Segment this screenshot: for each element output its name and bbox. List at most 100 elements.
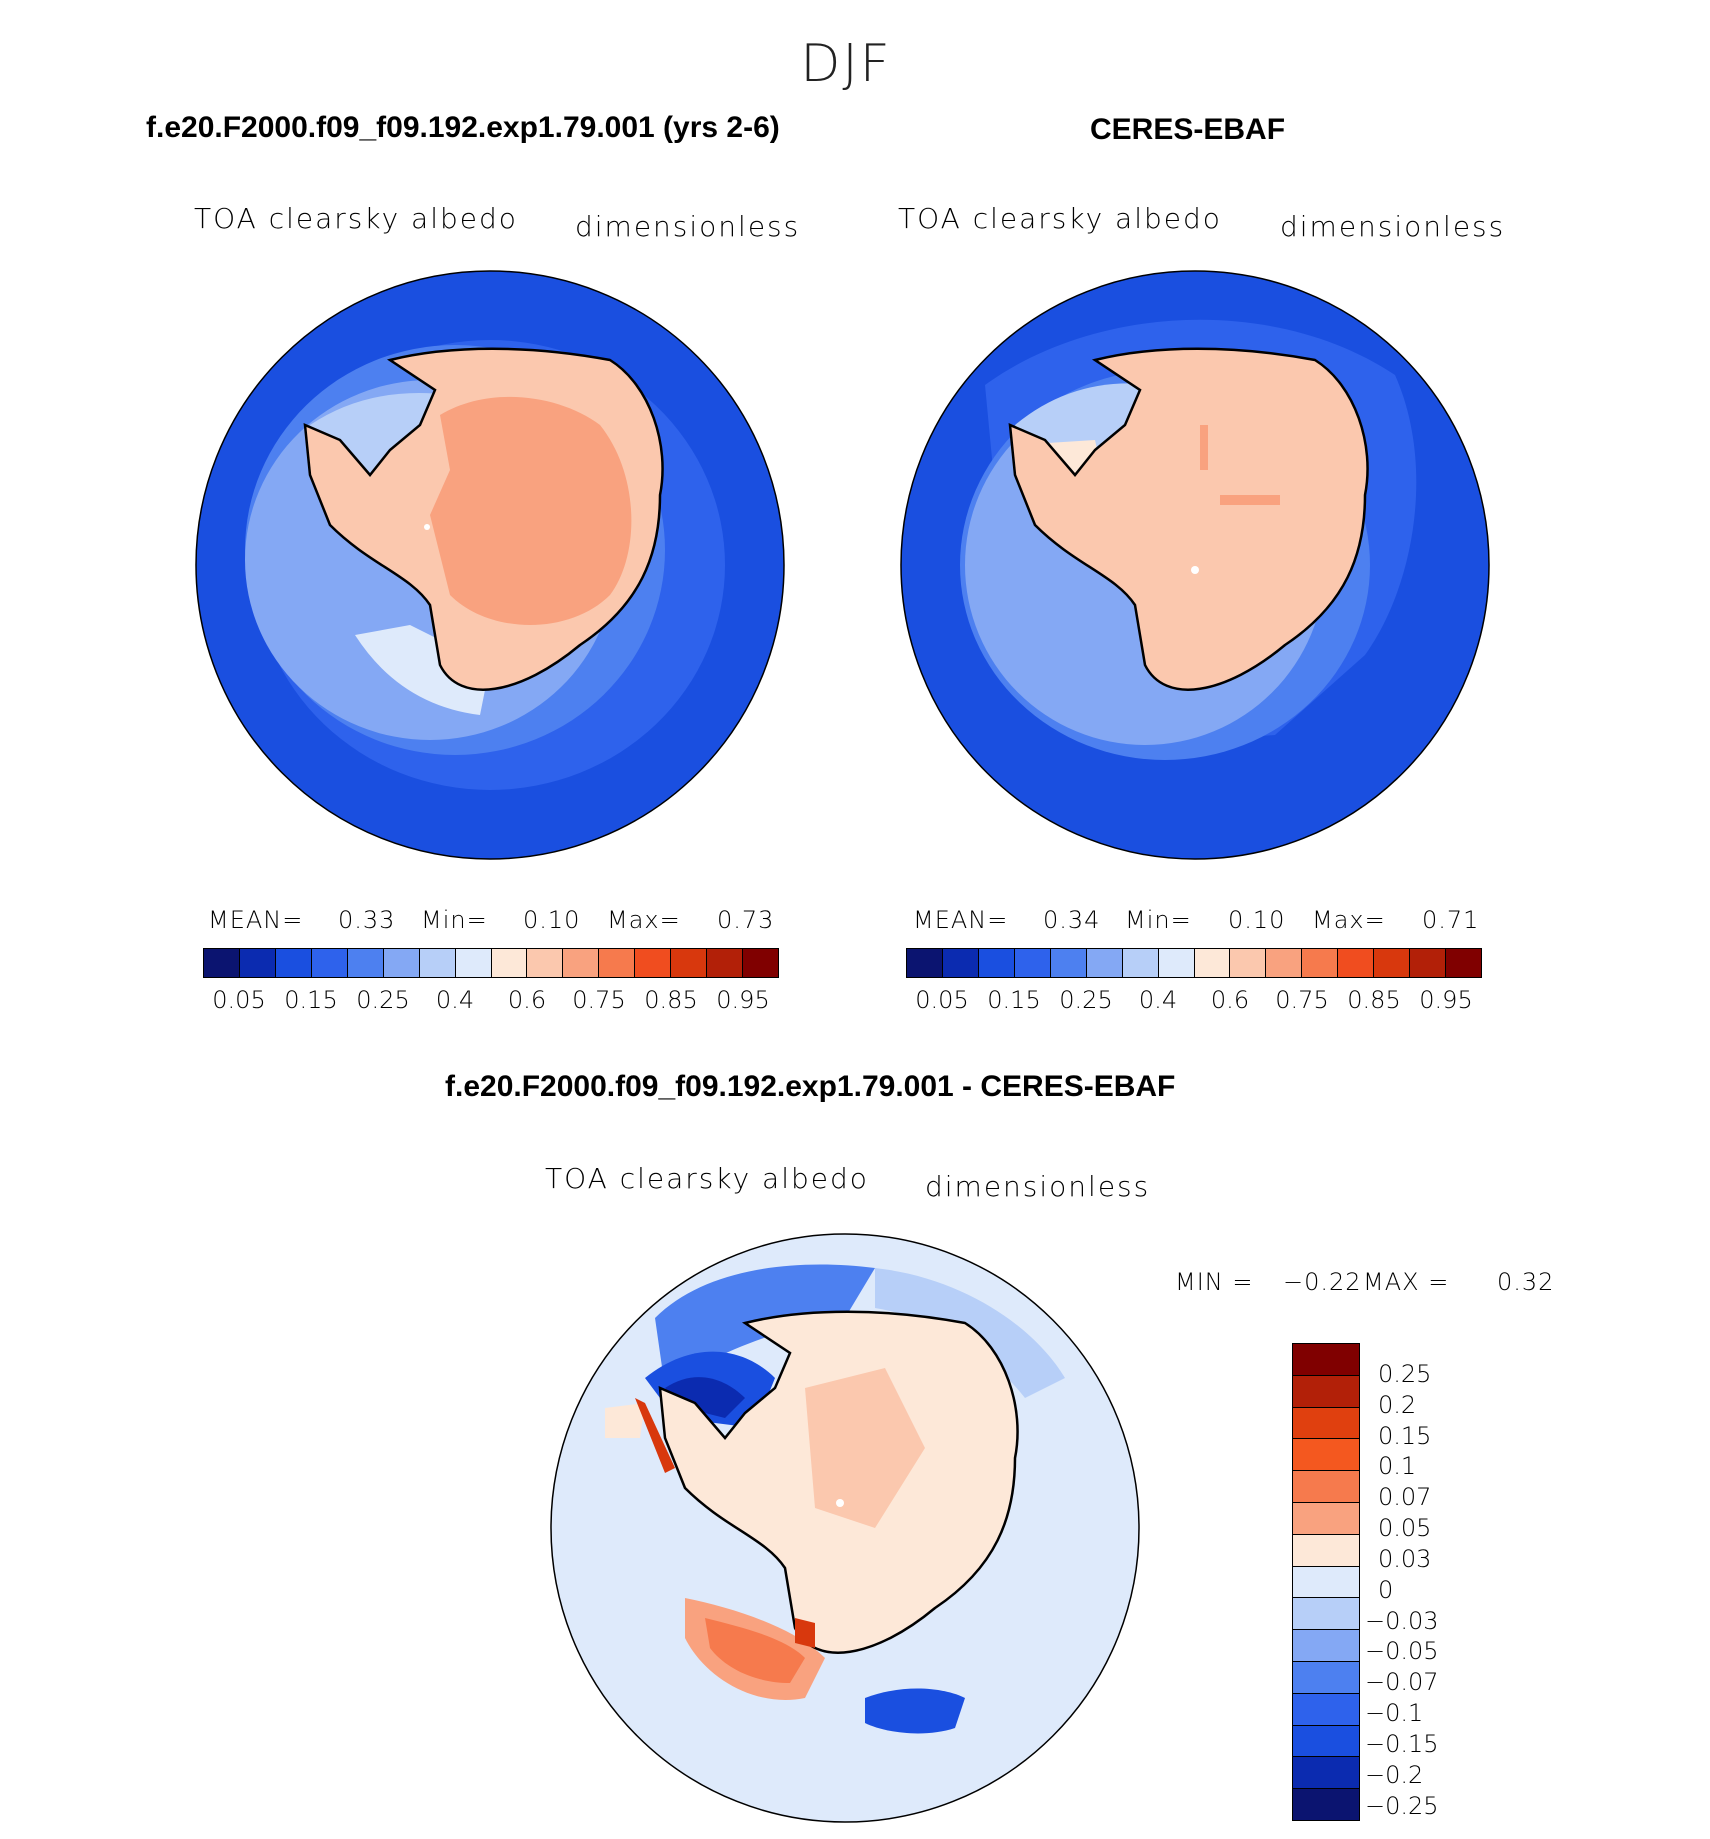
panel1-title: f.e20.F2000.f09_f09.192.exp1.79.001 (yrs…: [146, 111, 780, 144]
panel2-max-value: 0.71: [1422, 906, 1480, 934]
panel1-colorbar-swatch: [599, 949, 636, 977]
panel2-colorbar-swatch: [1410, 949, 1447, 977]
panel2-colorbar-tick-label: 0.25: [1059, 986, 1113, 1014]
panel3-colorbar-tick-label: −0.05: [1365, 1637, 1439, 1666]
season-title: DJF: [800, 34, 892, 94]
panel1-colorbar-tick-label: 0.4: [435, 986, 475, 1014]
panel3-colorbar-tick-label: 0.03: [1378, 1544, 1432, 1573]
panel1-colorbar-swatch: [239, 949, 276, 977]
panel1-colorbar: [203, 948, 779, 978]
panel3-variable: TOA clearsky albedo: [545, 1162, 869, 1195]
panel2-units: dimensionless: [1280, 210, 1506, 243]
panel3-colorbar-tick-label: −0.25: [1365, 1791, 1439, 1820]
panel3-colorbar-tick-label: −0.07: [1365, 1668, 1439, 1697]
panel1-colorbar-swatch: [311, 949, 348, 977]
panel3-colorbar-swatch: [1293, 1661, 1359, 1694]
panel3-colorbar-tick-label: 0.15: [1378, 1421, 1432, 1450]
panel3-colorbar-tick-label: −0.03: [1365, 1606, 1439, 1635]
panel2-min-value: 0.10: [1228, 906, 1286, 934]
panel3-colorbar-swatch: [1293, 1757, 1359, 1790]
panel2-colorbar-swatch: [942, 949, 979, 977]
panel1-colorbar-tick-label: 0.15: [284, 986, 338, 1014]
panel2-colorbar-swatch: [1014, 949, 1051, 977]
panel2-colorbar-tick-label: 0.85: [1347, 986, 1401, 1014]
panel3-colorbar-tick-label: 0.1: [1378, 1452, 1417, 1481]
panel1-min-label: Min=: [421, 906, 488, 934]
panel3-colorbar-swatch: [1293, 1598, 1359, 1631]
panel3-colorbar-tick-label: 0: [1378, 1575, 1394, 1604]
panel1-colorbar-swatch: [671, 949, 708, 977]
panel3-units: dimensionless: [925, 1170, 1151, 1203]
panel3-min-value: −0.22: [1283, 1268, 1362, 1296]
panel1-colorbar-tick-label: 0.75: [572, 986, 626, 1014]
panel3-colorbar-swatch: [1293, 1534, 1359, 1567]
panel3-colorbar-tick-label: −0.2: [1365, 1760, 1424, 1789]
panel3-colorbar-tick-label: 0.2: [1378, 1390, 1417, 1419]
panel1-colorbar-swatch: [347, 949, 384, 977]
panel1-colorbar-tick-label: 0.95: [716, 986, 770, 1014]
panel1-colorbar-swatch: [527, 949, 564, 977]
panel3-colorbar-swatch: [1293, 1502, 1359, 1535]
panel3-map: [550, 1233, 1140, 1823]
panel1-mean-value: 0.33: [338, 906, 396, 934]
panel3-colorbar-swatch: [1293, 1407, 1359, 1440]
panel2-colorbar-swatch: [1122, 949, 1159, 977]
panel3-colorbar-swatch: [1293, 1471, 1359, 1503]
panel2-colorbar-swatch: [1338, 949, 1375, 977]
panel1-colorbar-swatch: [491, 949, 528, 977]
panel3-colorbar-swatch: [1293, 1789, 1359, 1820]
panel3-max-value: 0.32: [1497, 1268, 1555, 1296]
panel2-colorbar-tick-label: 0.75: [1275, 986, 1329, 1014]
panel3-colorbar-swatch: [1293, 1630, 1359, 1662]
panel3-title: f.e20.F2000.f09_f09.192.exp1.79.001 - CE…: [445, 1070, 1176, 1103]
panel3-min-label: MIN =: [1175, 1268, 1254, 1296]
panel1-colorbar-swatch: [455, 949, 492, 977]
panel2-mean-label: MEAN=: [913, 906, 1009, 934]
panel1-colorbar-swatch: [563, 949, 600, 977]
panel1-units: dimensionless: [575, 210, 801, 243]
panel2-colorbar-swatch: [1158, 949, 1195, 977]
panel3-colorbar-swatch: [1293, 1693, 1359, 1726]
panel1-colorbar-tick-label: 0.6: [507, 986, 547, 1014]
panel2-mean-value: 0.34: [1043, 906, 1101, 934]
panel2-colorbar-swatch: [978, 949, 1015, 977]
panel1-colorbar-swatch: [383, 949, 420, 977]
panel2-colorbar-tick-label: 0.15: [987, 986, 1041, 1014]
panel1-mean-label: MEAN=: [208, 906, 304, 934]
panel2-colorbar-swatch: [1050, 949, 1087, 977]
panel3-colorbar-tick-label: 0.25: [1378, 1359, 1432, 1388]
panel1-colorbar-tick-label: 0.85: [644, 986, 698, 1014]
panel3-colorbar: [1292, 1343, 1360, 1821]
panel2-map: [900, 270, 1490, 860]
panel2-colorbar-tick-label: 0.05: [915, 986, 969, 1014]
panel3-colorbar-tick-label: 0.05: [1378, 1514, 1432, 1543]
panel2-colorbar-swatch: [1446, 949, 1481, 977]
panel2-colorbar-swatch: [1086, 949, 1123, 977]
panel2-colorbar-swatch: [1230, 949, 1267, 977]
panel1-colorbar-tick-label: 0.25: [356, 986, 410, 1014]
panel1-max-value: 0.73: [717, 906, 775, 934]
panel1-colorbar-swatch: [743, 949, 778, 977]
panel3-colorbar-tick-label: −0.15: [1365, 1729, 1439, 1758]
panel3-colorbar-tick-label: 0.07: [1378, 1483, 1432, 1512]
panel2-colorbar-tick-label: 0.4: [1138, 986, 1178, 1014]
panel2-colorbar: [906, 948, 1482, 978]
panel1-colorbar-swatch: [275, 949, 312, 977]
panel2-colorbar-tick-label: 0.6: [1210, 986, 1250, 1014]
panel2-variable: TOA clearsky albedo: [898, 202, 1222, 235]
panel2-colorbar-swatch: [1302, 949, 1339, 977]
panel3-colorbar-swatch: [1293, 1725, 1359, 1758]
panel1-colorbar-swatch: [635, 949, 672, 977]
panel1-max-label: Max=: [607, 906, 681, 934]
panel3-colorbar-swatch: [1293, 1344, 1359, 1376]
panel3-colorbar-tick-label: −0.1: [1365, 1699, 1424, 1728]
panel1-colorbar-swatch: [204, 949, 240, 977]
panel1-colorbar-tick-label: 0.05: [212, 986, 266, 1014]
panel2-min-label: Min=: [1125, 906, 1192, 934]
panel2-colorbar-tick-label: 0.95: [1419, 986, 1473, 1014]
panel1-map: [195, 270, 785, 860]
panel2-colorbar-swatch: [907, 949, 943, 977]
panel1-colorbar-swatch: [419, 949, 456, 977]
panel1-min-value: 0.10: [523, 906, 581, 934]
panel3-colorbar-swatch: [1293, 1375, 1359, 1408]
